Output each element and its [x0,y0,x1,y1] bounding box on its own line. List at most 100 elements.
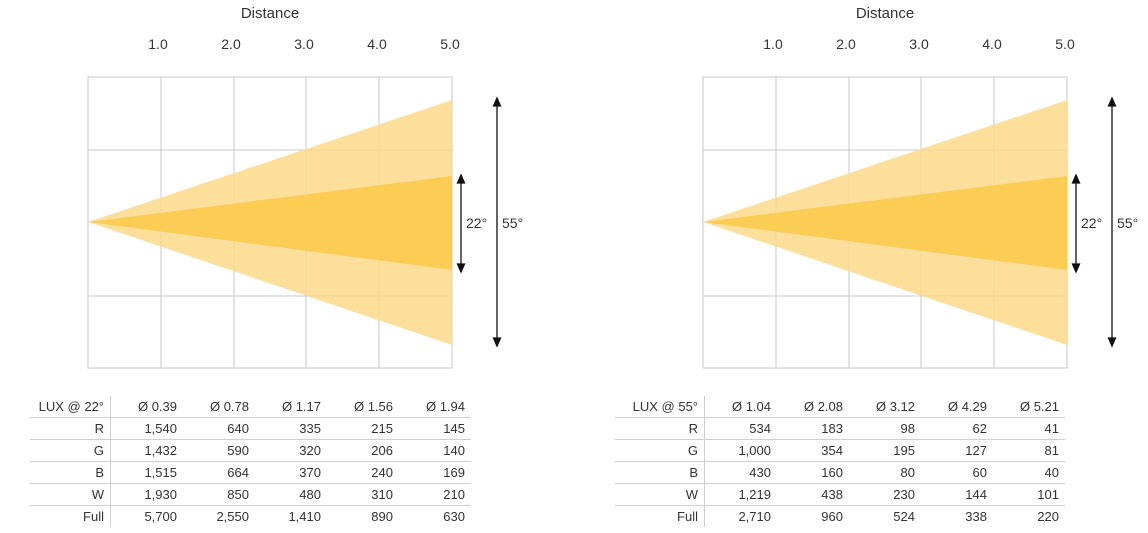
table-cell: 1,930 [110,483,183,506]
table-header-row: LUX @ 22° Ø 0.39 Ø 0.78 Ø 1.17 Ø 1.56 Ø … [30,396,471,418]
table-cell: 370 [255,461,327,484]
row-label: G [30,439,111,462]
table-row: R 534 183 98 62 41 [615,417,1065,440]
table-row: Full 2,710 960 524 338 220 [615,505,1065,527]
table-cell: 210 [399,483,471,506]
table-row: G 1,432 590 320 206 140 [30,439,471,462]
distance-tick: 4.0 [982,36,1002,52]
table-cell: 590 [183,439,255,462]
distance-tick: 5.0 [440,36,460,52]
table-cell: 183 [777,417,849,440]
table-row: W 1,219 438 230 144 101 [615,483,1065,506]
narrow-beam-cone [703,176,1067,270]
row-label: Full [30,505,111,527]
table-cell: 480 [255,483,327,506]
table-header-row: LUX @ 55° Ø 1.04 Ø 2.08 Ø 3.12 Ø 4.29 Ø … [615,396,1065,418]
table-cell: 1,000 [704,439,777,462]
row-label: Full [615,505,705,527]
table-header-cell: Ø 4.29 [921,396,993,418]
beam-diagram [702,76,1117,369]
table-header-cell: Ø 0.39 [110,396,183,418]
table-header-cell: Ø 2.08 [777,396,849,418]
table-cell: 144 [921,483,993,506]
wide-angle-label: 55° [502,215,524,231]
narrow-angle-arrow [1071,173,1081,274]
table-row: W 1,930 850 480 310 210 [30,483,471,506]
table-cell: 195 [849,439,921,462]
table-row: Full 5,700 2,550 1,410 890 630 [30,505,471,527]
narrow-angle-arrow [456,173,466,274]
table-cell: 62 [921,417,993,440]
distance-tick: 2.0 [836,36,856,52]
table-cell: 430 [704,461,777,484]
distance-title: Distance [240,5,300,22]
table-header-cell: Ø 1.56 [327,396,399,418]
table-cell: 127 [921,439,993,462]
table-header-cell: LUX @ 22° [30,396,111,418]
distance-title: Distance [855,5,915,22]
table-cell: 438 [777,483,849,506]
table-cell: 1,515 [110,461,183,484]
row-label: R [615,417,705,440]
distance-tick: 1.0 [148,36,168,52]
table-cell: 850 [183,483,255,506]
beam-panel-22: Distance 1.0 2.0 3.0 4.0 5.0 22° 55° [0,0,560,533]
table-cell: 101 [993,483,1065,506]
table-cell: 335 [255,417,327,440]
distance-tick: 3.0 [909,36,929,52]
table-cell: 890 [371,509,393,524]
table-cell: 534 [704,417,777,440]
distance-tick: 3.0 [294,36,314,52]
distance-tick: 5.0 [1055,36,1075,52]
table-cell: 215 [327,417,399,440]
table-header-cell: Ø 0.78 [183,396,255,418]
table-cell: 240 [327,461,399,484]
table-cell: 960 [821,509,843,524]
row-label: B [615,461,705,484]
table-row: R 1,540 640 335 215 145 [30,417,471,440]
row-label: R [30,417,111,440]
table-header-cell: Ø 1.04 [704,396,777,418]
table-cell: 60 [921,461,993,484]
table-cell: 1,432 [110,439,183,462]
row-label: B [30,461,111,484]
table-cell: 1,410 [288,509,321,524]
table-cell: 2,550 [216,509,249,524]
table-cell: 160 [777,461,849,484]
row-label: W [30,483,111,506]
table-row: B 430 160 80 60 40 [615,461,1065,484]
distance-tick: 1.0 [763,36,783,52]
table-cell: 80 [849,461,921,484]
wide-angle-arrow [1107,96,1117,348]
table-cell: 41 [993,417,1065,440]
row-label: W [615,483,705,506]
row-label: G [615,439,705,462]
table-cell: 1,540 [110,417,183,440]
lux-table: LUX @ 55° Ø 1.04 Ø 2.08 Ø 3.12 Ø 4.29 Ø … [615,396,1065,527]
table-cell: 1,219 [704,483,777,506]
wide-angle-label: 55° [1117,215,1139,231]
table-cell: 145 [399,417,471,440]
table-cell: 640 [183,417,255,440]
table-cell: 140 [399,439,471,462]
beam-panel-55: Distance 1.0 2.0 3.0 4.0 5.0 22° 55° [615,0,1148,533]
lux-table: LUX @ 22° Ø 0.39 Ø 0.78 Ø 1.17 Ø 1.56 Ø … [30,396,471,527]
table-cell: 310 [327,483,399,506]
table-cell: 169 [399,461,471,484]
table-cell: 81 [993,439,1065,462]
table-cell: 230 [849,483,921,506]
wide-angle-arrow [492,96,502,348]
table-cell: 40 [993,461,1065,484]
narrow-angle-label: 22° [466,215,488,231]
table-header-cell: Ø 3.12 [849,396,921,418]
table-cell: 524 [893,509,915,524]
distance-tick: 4.0 [367,36,387,52]
table-header-cell: Ø 1.17 [255,396,327,418]
table-row: G 1,000 354 195 127 81 [615,439,1065,462]
table-cell: 206 [327,439,399,462]
table-cell: 630 [443,509,465,524]
table-row: B 1,515 664 370 240 169 [30,461,471,484]
narrow-angle-label: 22° [1081,215,1103,231]
table-header-cell: Ø 5.21 [993,396,1065,418]
beam-diagram [87,76,502,369]
